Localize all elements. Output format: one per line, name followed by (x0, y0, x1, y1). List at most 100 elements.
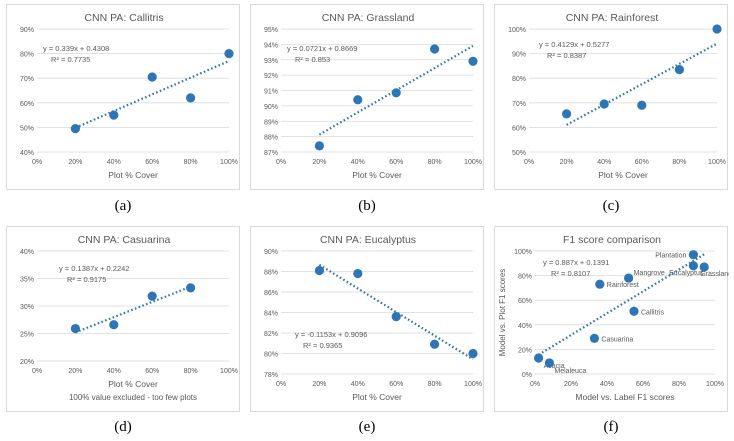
y-tick-label: 95% (264, 27, 278, 34)
chart-title: CNN PA: Callitris (84, 12, 163, 24)
x-tick-label: 0% (524, 159, 534, 166)
trendline-equation: y = -0.1153x + 0.9096 (295, 330, 367, 339)
x-tick-label: 80% (184, 159, 198, 166)
data-point (147, 72, 157, 82)
panel-grassland: CNN PA: Grassland 87% 88% 89% 90% 91% 92% 93% 94… (250, 4, 484, 190)
y-tick-label: 92% (264, 73, 278, 80)
x-tick-label: 20% (68, 159, 82, 166)
data-point (468, 348, 478, 359)
x-tick-label: 40% (351, 159, 365, 166)
y-tick-label: 90% (512, 52, 526, 59)
x-axis-label: Plot % Cover (352, 392, 402, 402)
trendline-equation: y = 0.0721x + 0.8669 (287, 44, 357, 53)
point-label: Casuarina (601, 336, 633, 343)
chart-svg: F1 score comparison 0% 20% 40% 60% 80% 100% 0% 2… (498, 234, 729, 402)
x-tick-label: 60% (389, 381, 403, 388)
x-tick-label: 80% (184, 368, 198, 375)
y-tick-label: 20% (518, 347, 532, 354)
chart-title: CNN PA: Rainforest (566, 12, 659, 24)
y-tick-label: 100% (514, 249, 532, 256)
data-point (599, 99, 609, 109)
caption-e: (e) (358, 419, 376, 435)
data-point (589, 333, 599, 343)
data-point (674, 64, 684, 75)
y-tick-label: 80% (264, 352, 278, 359)
chart-title: F1 score comparison (563, 234, 661, 246)
x-tick-label: 60% (145, 368, 159, 375)
data-point (353, 95, 363, 105)
y-tick-label: 0% (522, 372, 532, 379)
x-tick-label: 100% (464, 381, 482, 388)
data-point (430, 339, 440, 349)
y-tick-label: 60% (518, 298, 532, 305)
x-tick-label: 100% (706, 381, 724, 388)
x-tick-label: 100% (220, 368, 238, 375)
data-point (186, 283, 196, 293)
chart-svg: CNN PA: Rainforest 50% 60% 70% 80% 90% 100% 0% 2… (508, 12, 726, 180)
chart-svg: CNN PA: Grassland 87% 88% 89% 90% 91% 92% 93% 94… (264, 12, 482, 180)
data-point (391, 312, 401, 322)
y-tick-label: 25% (20, 332, 34, 339)
chart-title: CNN PA: Eucalyptus (320, 234, 416, 246)
x-tick-label: 100% (220, 159, 238, 166)
x-tick-label: 0% (32, 159, 42, 166)
chart-title: CNN PA: Casuarina (78, 234, 171, 246)
x-tick-label: 0% (32, 368, 42, 375)
y-axis-label: Model vs. Plot F1 scores (498, 269, 507, 357)
point-label: Melaleuca (554, 368, 586, 375)
trendline-equation: y = 0.1387x + 0.2242 (59, 264, 129, 273)
caption-f: (f) (603, 419, 619, 435)
data-point (624, 273, 634, 283)
data-point (314, 265, 324, 276)
x-tick-label: 20% (312, 159, 326, 166)
trendline-equation: y = 0.887x + 0.1391 (543, 258, 609, 267)
r-squared-label: R² = 0.9365 (303, 341, 342, 350)
x-tick-label: 20% (564, 381, 578, 388)
x-tick-label: 40% (107, 159, 121, 166)
y-tick-label: 60% (20, 101, 34, 108)
trendline (566, 42, 718, 126)
x-tick-label: 0% (276, 381, 286, 388)
trendline (74, 60, 230, 129)
data-point (562, 109, 572, 119)
data-point (629, 306, 639, 316)
y-tick-label: 86% (264, 290, 278, 297)
x-tick-label: 20% (68, 368, 82, 375)
x-tick-label: 60% (635, 159, 649, 166)
r-squared-label: R² = 0.9175 (67, 275, 106, 284)
x-tick-label: 100% (708, 159, 726, 166)
chart-title: CNN PA: Grassland (322, 12, 415, 24)
y-tick-label: 94% (264, 42, 278, 49)
data-point (109, 110, 119, 120)
x-tick-label: 0% (276, 159, 286, 166)
y-tick-label: 88% (264, 135, 278, 142)
x-axis-label: Plot % Cover (598, 170, 648, 180)
data-point (688, 250, 698, 260)
panel-callitris: CNN PA: Callitris 40% 50% 60% 70% 80% 90% 0% 20%… (6, 4, 240, 190)
y-tick-label: 35% (20, 277, 34, 284)
point-label: Mangrove (634, 270, 665, 277)
x-tick-label: 60% (145, 159, 159, 166)
y-tick-label: 80% (20, 52, 34, 59)
x-tick-label: 60% (389, 159, 403, 166)
r-squared-label: R² = 0.7735 (51, 55, 90, 64)
data-point (186, 93, 196, 103)
y-tick-label: 70% (20, 76, 34, 83)
chart-svg: CNN PA: Eucalyptus 78% 80% 82% 84% 86% 88% 90% 0… (264, 234, 482, 402)
caption-d: (d) (114, 419, 132, 435)
x-tick-label: 80% (428, 159, 442, 166)
chart-note: 100% value excluded - too few plots (69, 393, 197, 402)
y-tick-label: 70% (512, 101, 526, 108)
point-label: Rainforest (607, 282, 639, 289)
data-point (314, 141, 324, 151)
data-point (468, 56, 478, 66)
panel-f1-comparison: F1 score comparison 0% 20% 40% 60% 80% 100% 0% 2… (494, 226, 729, 412)
point-label: Callitris (641, 309, 664, 316)
chart-svg: CNN PA: Callitris 40% 50% 60% 70% 80% 90% 0% 20%… (20, 12, 238, 180)
y-tick-label: 40% (518, 323, 532, 330)
x-axis-label: Plot % Cover (108, 379, 158, 389)
data-point (70, 124, 80, 134)
y-tick-label: 84% (264, 311, 278, 318)
y-tick-label: 90% (264, 249, 278, 256)
data-point (147, 291, 157, 301)
